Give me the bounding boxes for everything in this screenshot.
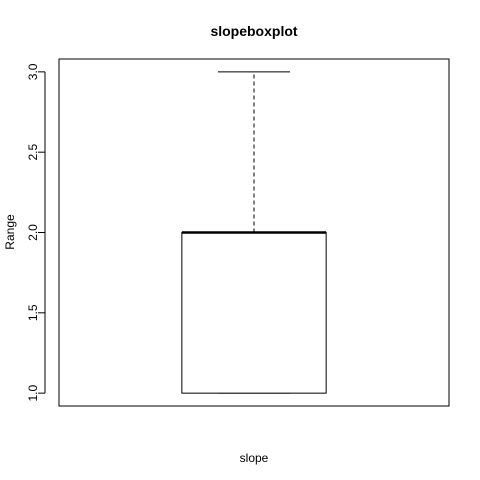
chart-title: slopeboxplot: [210, 23, 297, 39]
plot-frame: [58, 58, 450, 407]
y-tick-label: 1.0: [26, 384, 40, 401]
y-tick-label: 2.0: [26, 224, 40, 241]
y-tick-label: 3.0: [26, 63, 40, 80]
y-tick-label: 2.5: [26, 144, 40, 161]
x-axis-label: slope: [240, 451, 269, 465]
box: [181, 232, 327, 394]
y-axis: 1.0 1.5 2.0 2.5 3.0: [26, 63, 46, 401]
y-axis-label: Range: [3, 214, 17, 250]
y-tick-label: 1.5: [26, 304, 40, 321]
boxplot-series: [181, 71, 327, 394]
